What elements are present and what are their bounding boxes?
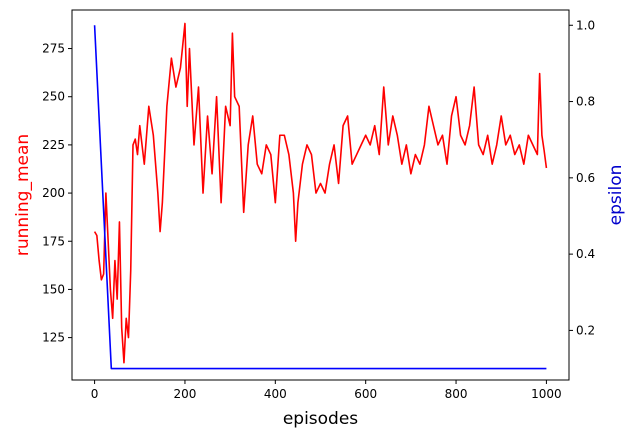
x-tick-label: 400 <box>264 387 287 401</box>
y-right-tick-label: 0.2 <box>576 323 595 337</box>
left-axis-ticks: 125 150 175 200 225 250 275 <box>42 42 72 345</box>
x-axis-ticks: 0 200 400 600 800 1000 <box>91 380 562 401</box>
y-right-tick-label: 0.4 <box>576 247 595 261</box>
x-tick-label: 0 <box>91 387 99 401</box>
y-right-tick-label: 0.6 <box>576 171 595 185</box>
y-left-tick-label: 125 <box>42 331 65 345</box>
y-left-tick-label: 200 <box>42 186 65 200</box>
x-tick-label: 1000 <box>531 387 562 401</box>
y-right-tick-label: 0.8 <box>576 95 595 109</box>
y-left-tick-label: 250 <box>42 90 65 104</box>
x-tick-label: 200 <box>174 387 197 401</box>
series-line-epsilon <box>93 25 547 370</box>
y-axis-left-title: running_mean <box>13 134 33 256</box>
y-right-tick-label: 1.0 <box>576 18 595 32</box>
series-group <box>93 22 548 370</box>
y-left-tick-label: 150 <box>42 282 65 296</box>
series-line-running-mean <box>93 22 548 364</box>
right-axis-ticks: 0.2 0.4 0.6 0.8 1.0 <box>569 18 595 337</box>
x-axis-title: episodes <box>283 409 358 429</box>
x-tick-label: 600 <box>354 387 377 401</box>
y-left-tick-label: 275 <box>42 42 65 56</box>
y-axis-right-title: epsilon <box>606 165 626 226</box>
y-left-tick-label: 225 <box>42 138 65 152</box>
plot-area <box>72 10 569 380</box>
x-tick-label: 800 <box>445 387 468 401</box>
plot-frame <box>71 9 570 381</box>
y-left-tick-label: 175 <box>42 234 65 248</box>
